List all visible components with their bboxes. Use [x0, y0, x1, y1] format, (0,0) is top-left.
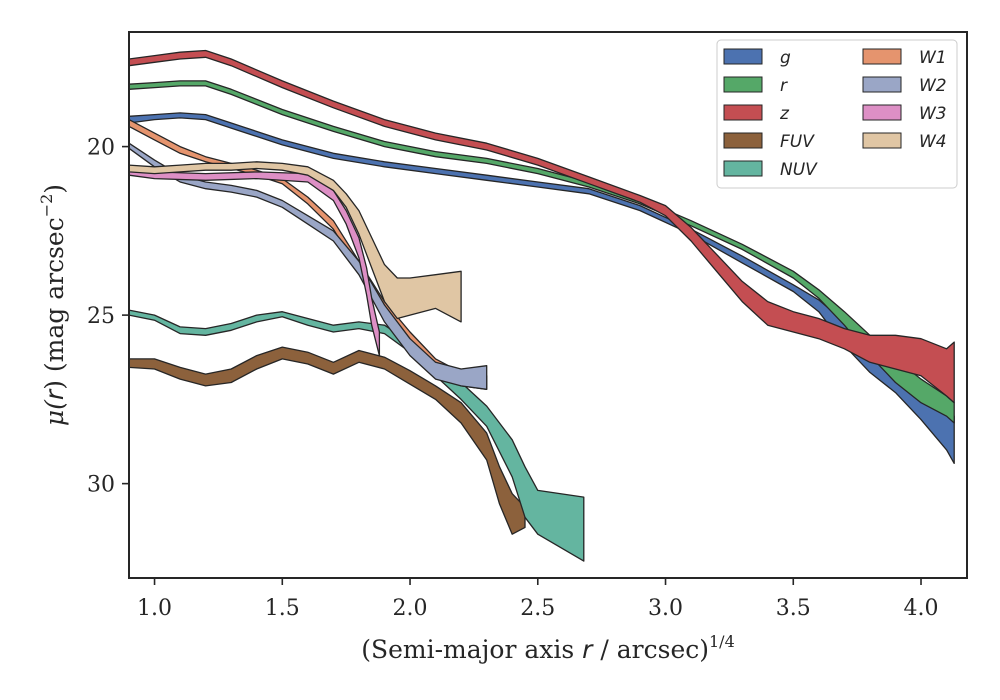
series-band-w1 — [128, 118, 488, 390]
series-band-nuv — [128, 309, 585, 562]
legend-swatch — [723, 76, 763, 93]
legend-swatch — [723, 132, 763, 149]
plot-frame — [128, 31, 968, 579]
legend-swatch — [862, 76, 902, 93]
x-tick-label: 3.0 — [648, 596, 683, 621]
legend-swatch — [723, 160, 763, 177]
legend-label: z — [779, 104, 790, 124]
legend-item-g: g — [723, 48, 791, 68]
legend-item-w3: W3 — [862, 104, 947, 124]
x-tick-label: 1.0 — [137, 596, 172, 621]
legend-label: W2 — [919, 76, 947, 96]
legend-swatch — [862, 132, 902, 149]
legend-label: W3 — [919, 104, 947, 124]
legend: grz FUV NUV W1 W2 W3 W4 — [716, 39, 958, 189]
y-axis-label: μ(r) (mag arcsec−2) — [37, 184, 69, 426]
x-axis-ticks: 1.0 1.5 2.0 2.5 3.0 3.5 4.0 — [137, 578, 939, 621]
legend-swatch — [723, 48, 763, 65]
legend-item-w4: W4 — [862, 132, 947, 152]
series-band-w3 — [128, 167, 381, 357]
legend-item-w2: W2 — [862, 76, 947, 96]
x-tick-label: 2.5 — [520, 596, 555, 621]
x-tick-label: 2.0 — [393, 596, 428, 621]
y-axis-ticks: 20 25 30 — [87, 136, 129, 498]
legend-label: W1 — [919, 48, 947, 68]
legend-item-fuv: FUV — [723, 132, 815, 152]
legend-label: NUV — [780, 160, 818, 180]
legend-label: g — [780, 48, 791, 68]
legend-swatch — [862, 104, 902, 121]
series-band-fuv — [128, 346, 526, 535]
series-bands — [128, 49, 955, 562]
legend-label: W4 — [919, 132, 947, 152]
x-tick-label: 4.0 — [904, 596, 939, 621]
legend-item-r: r — [723, 76, 788, 96]
y-tick-label: 20 — [87, 136, 115, 161]
series-band-w4 — [128, 161, 462, 323]
legend-swatch — [862, 48, 902, 65]
x-tick-label: 3.5 — [776, 596, 811, 621]
series-band-w2 — [128, 142, 488, 390]
legend-item-w1: W1 — [862, 48, 947, 68]
series-band-g — [128, 112, 955, 465]
x-tick-label: 1.5 — [265, 596, 300, 621]
legend-label: FUV — [780, 132, 815, 152]
series-band-r — [128, 80, 955, 424]
legend-item-nuv: NUV — [723, 160, 818, 180]
legend-item-z: z — [723, 104, 790, 124]
legend-swatch — [723, 104, 763, 121]
legend-label: r — [780, 76, 788, 96]
y-tick-label: 30 — [87, 473, 115, 498]
series-band-z — [128, 49, 955, 404]
y-tick-label: 25 — [87, 304, 115, 329]
x-axis-label: (Semi-major axis r / arcsec)1/4 — [361, 632, 735, 664]
